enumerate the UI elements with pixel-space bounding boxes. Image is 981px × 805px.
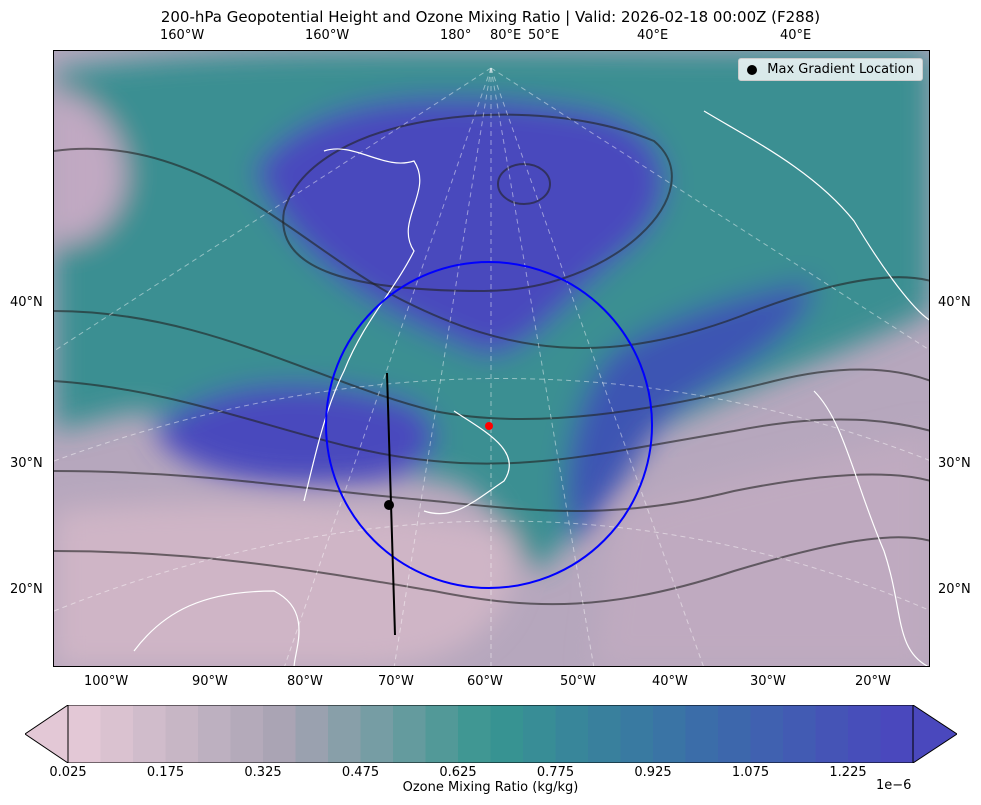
- colorbar-band: [458, 705, 491, 763]
- bottom-lon-label: 30°W: [750, 674, 786, 689]
- colorbar-band: [100, 705, 134, 763]
- colorbar-band: [653, 705, 686, 763]
- bottom-lon-label: 90°W: [192, 674, 228, 689]
- max-gradient-point: [384, 500, 394, 510]
- colorbar-band: [815, 705, 849, 763]
- colorbar-band: [393, 705, 426, 763]
- colorbar-band: [523, 705, 556, 763]
- colorbar-tick-label: 0.925: [634, 765, 672, 780]
- figure-title: 200-hPa Geopotential Height and Ozone Mi…: [160, 8, 821, 26]
- colorbar-band: [133, 705, 166, 763]
- legend: Max Gradient Location: [738, 58, 923, 81]
- colorbar-band: [68, 705, 101, 763]
- bottom-lon-label: 50°W: [560, 674, 596, 689]
- colorbar-band: [425, 705, 459, 763]
- left-lat-label: 30°N: [10, 456, 43, 471]
- colorbar-band: [263, 705, 296, 763]
- colorbar-extend-max: [912, 705, 957, 763]
- bottom-lon-label: 20°W: [855, 674, 891, 689]
- left-lat-label: 20°N: [10, 582, 43, 597]
- colorbar-band: [718, 705, 751, 763]
- colorbar-tick-label: 1.225: [829, 765, 867, 780]
- colorbar-band: [880, 705, 914, 763]
- colorbar-band: [783, 705, 816, 763]
- center-point: [485, 422, 493, 430]
- top-lon-label: 160°W: [160, 28, 205, 43]
- colorbar-extend-min: [25, 705, 69, 763]
- colorbar-band: [230, 705, 264, 763]
- colorbar: [25, 705, 957, 763]
- legend-label: Max Gradient Location: [767, 62, 914, 77]
- height-contours: [54, 113, 929, 606]
- right-lat-label: 30°N: [938, 456, 971, 471]
- bottom-lon-label: 70°W: [378, 674, 414, 689]
- colorbar-tick-label: 0.325: [244, 765, 282, 780]
- bottom-lon-label: 60°W: [467, 674, 503, 689]
- colorbar-band: [750, 705, 784, 763]
- bottom-lon-label: 100°W: [84, 674, 129, 689]
- right-lat-label: 40°N: [938, 295, 971, 310]
- colorbar-tick-label: 0.025: [49, 765, 87, 780]
- colorbar-band: [295, 705, 329, 763]
- coastlines: [133, 110, 929, 666]
- colorbar-band: [490, 705, 524, 763]
- colorbar-tick-label: 0.175: [146, 765, 185, 780]
- colorbar-band: [848, 705, 881, 763]
- top-lon-label: 40°E: [780, 28, 812, 43]
- bottom-lon-label: 80°W: [287, 674, 323, 689]
- colorbar-multiplier: 1e−6: [876, 778, 912, 793]
- colorbar-tick-label: 0.475: [341, 765, 380, 780]
- colorbar-band: [555, 705, 589, 763]
- colorbar-band: [685, 705, 719, 763]
- colorbar-band: [165, 705, 199, 763]
- colorbar-band: [360, 705, 394, 763]
- bottom-lon-label: 40°W: [652, 674, 688, 689]
- colorbar-tick-label: 0.775: [536, 765, 575, 780]
- colorbar-band: [588, 705, 621, 763]
- colorbar-tick-label: 1.075: [731, 765, 770, 780]
- right-lat-label: 20°N: [938, 582, 971, 597]
- top-lon-label: 50°E: [528, 28, 560, 43]
- colorbar-band: [620, 705, 654, 763]
- colorbar-band: [328, 705, 361, 763]
- map-field: [54, 51, 929, 666]
- top-lon-label: 160°W: [305, 28, 350, 43]
- analysis-circle: [325, 261, 653, 589]
- colorbar-band: [198, 705, 231, 763]
- ozone-field: [54, 51, 929, 666]
- legend-marker-icon: [747, 64, 758, 75]
- colorbar-label: Ozone Mixing Ratio (kg/kg): [402, 780, 579, 795]
- top-lon-label: 40°E: [637, 28, 669, 43]
- map-panel: Max Gradient Location: [53, 50, 930, 667]
- colorbar-frame: [67, 705, 914, 763]
- left-lat-label: 40°N: [10, 295, 43, 310]
- top-lon-label: 180°: [440, 28, 472, 43]
- top-lon-label: 80°E: [490, 28, 522, 43]
- colorbar-tick-label: 0.625: [439, 765, 477, 780]
